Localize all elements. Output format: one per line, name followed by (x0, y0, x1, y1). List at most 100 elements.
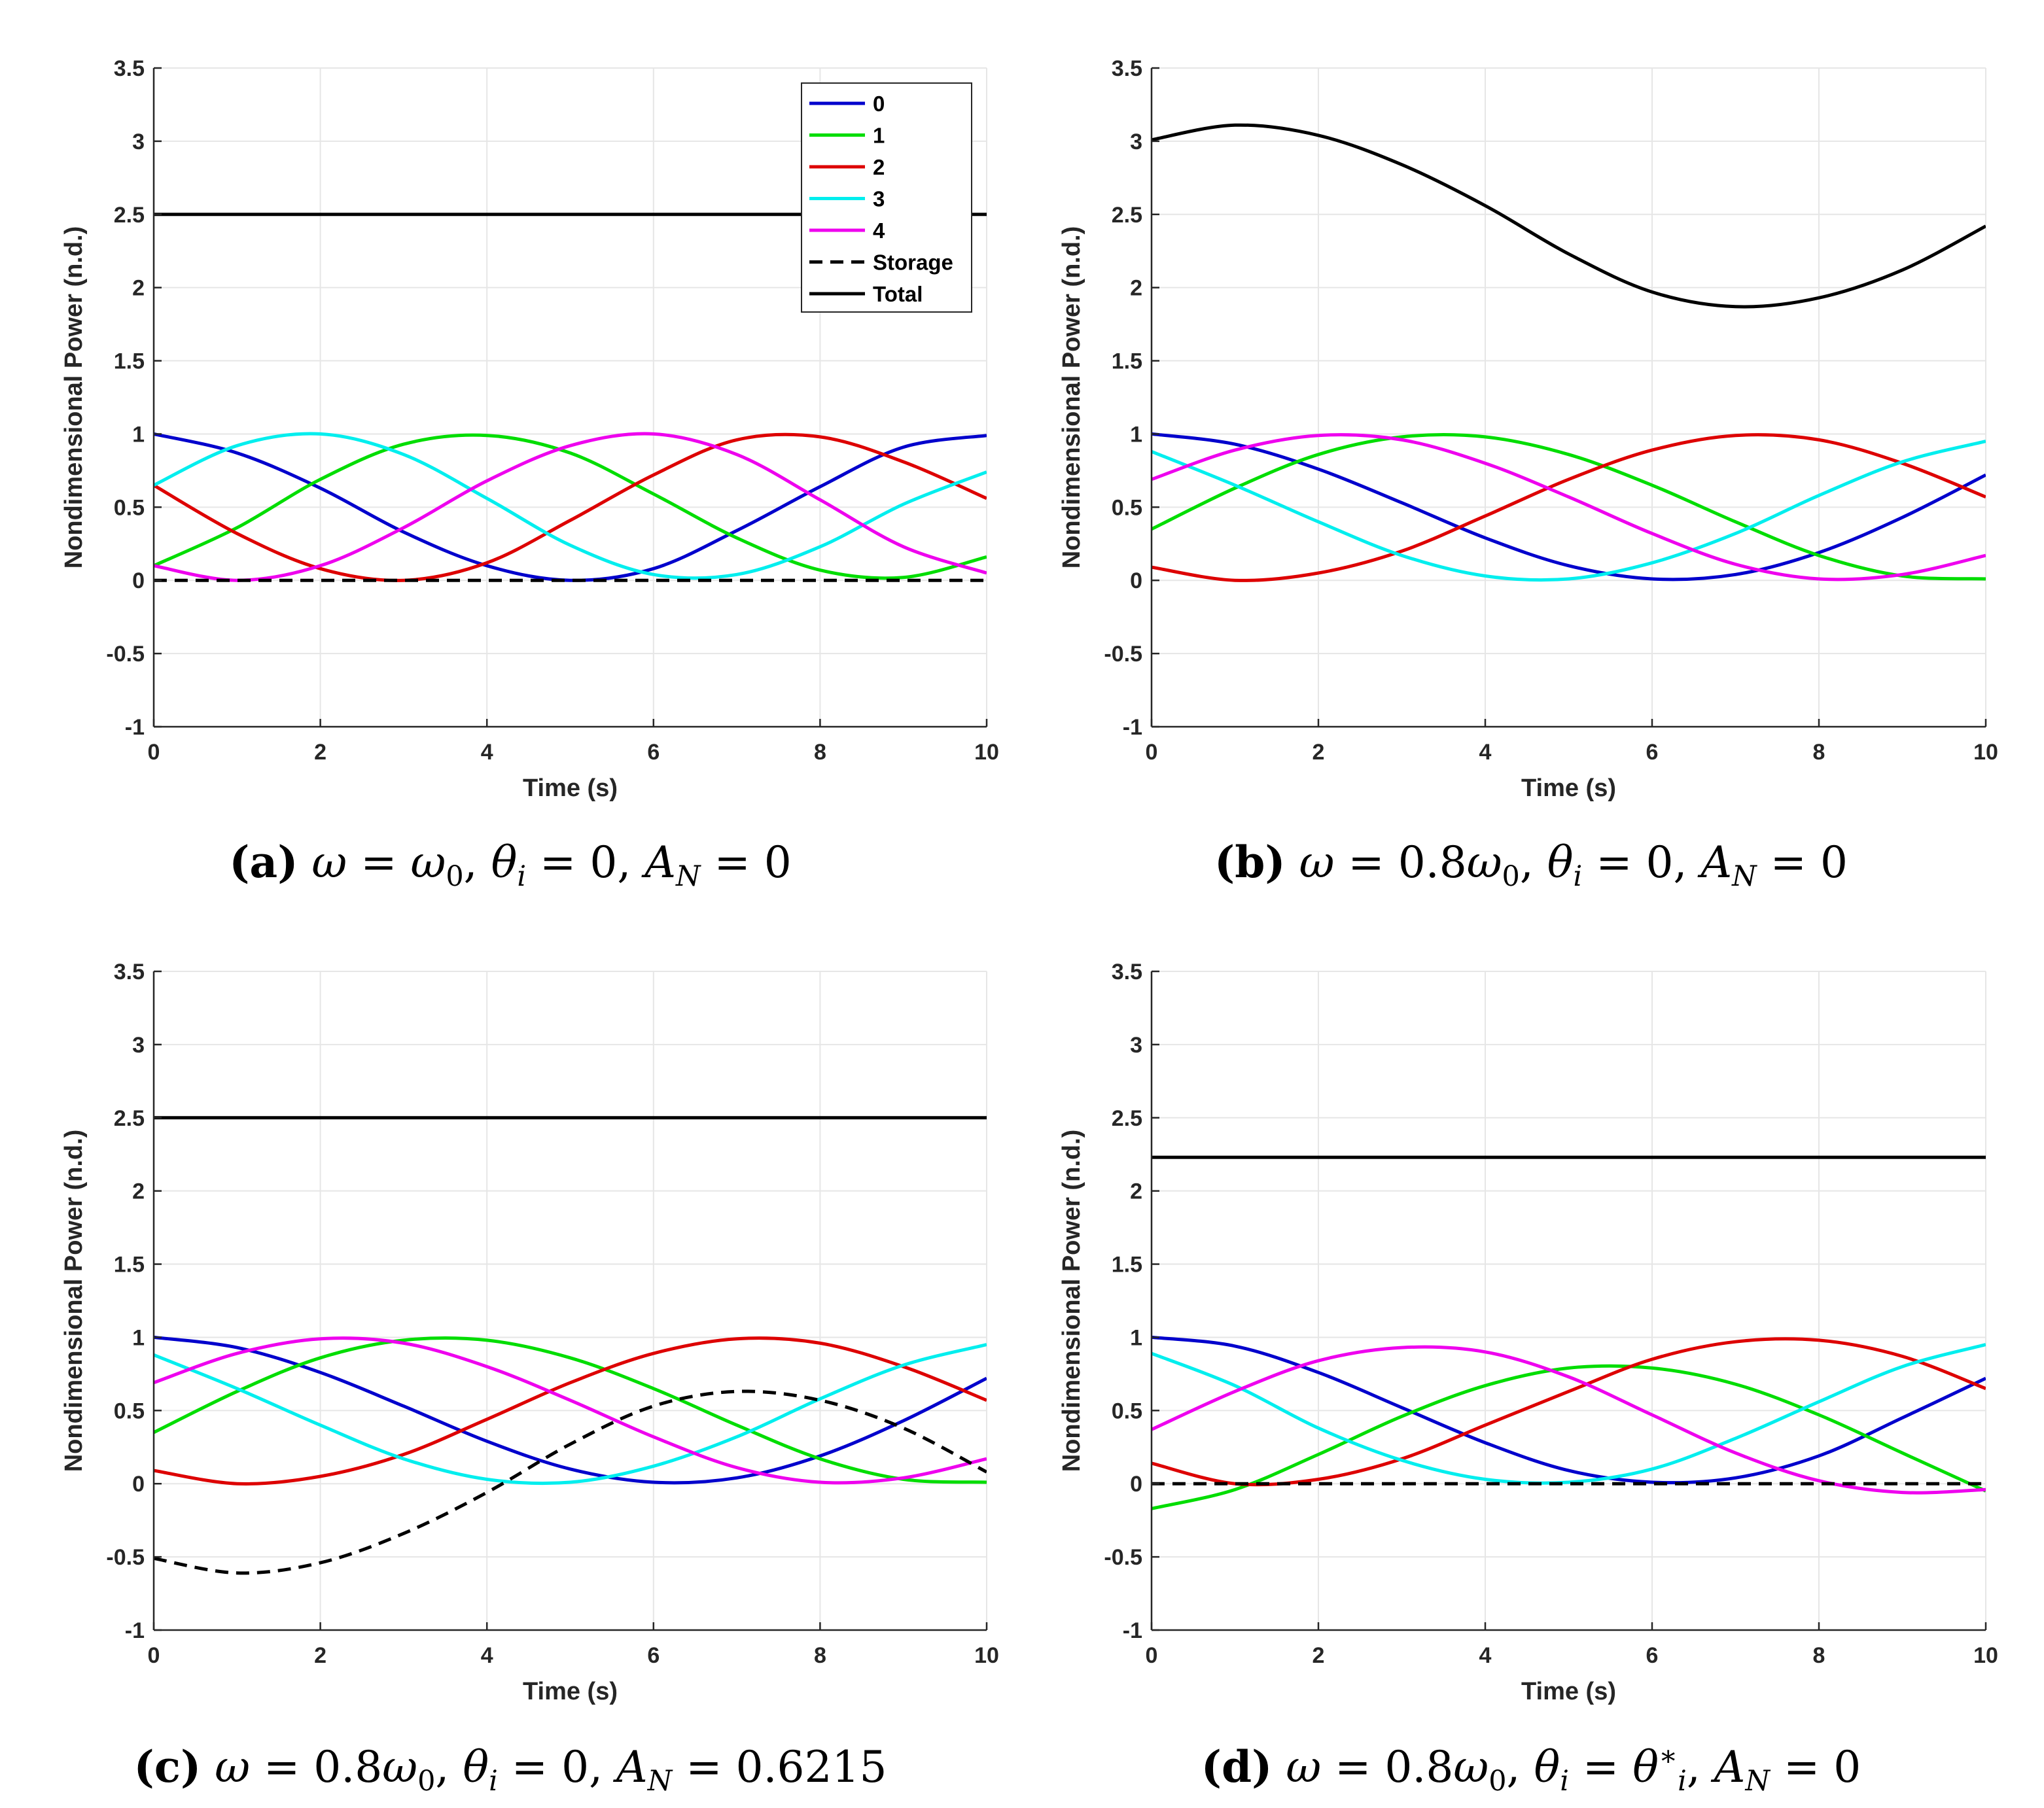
y-tick-label: -1 (125, 715, 145, 740)
theta-value: 0 (1646, 837, 1674, 888)
an-value: 0.6215 (735, 1742, 887, 1792)
y-tick-label: 3.5 (1112, 56, 1142, 81)
y-axis-label: Nondimensional Power (n.d.) (60, 226, 88, 569)
x-axis-label: Time (s) (1521, 1678, 1616, 1705)
series-line-1 (1152, 433, 1986, 581)
y-tick-label: 0 (132, 1472, 145, 1497)
series-group (1152, 123, 1986, 582)
x-tick-label: 4 (1479, 1643, 1492, 1668)
series-line-0 (1152, 432, 1986, 582)
series-line-0 (154, 432, 987, 582)
y-tick-label: 2 (1130, 1179, 1142, 1204)
y-tick-label: 0.5 (114, 495, 145, 520)
series-line-total (1152, 123, 1986, 309)
x-tick-label: 8 (814, 740, 826, 765)
legend-label-total: Total (873, 282, 923, 306)
legend-label-4: 4 (873, 218, 885, 243)
an-value: 0 (764, 837, 792, 888)
legend-label-3: 3 (873, 187, 885, 211)
y-tick-label: 3.5 (114, 56, 145, 81)
y-tick-label: 1 (1130, 1325, 1142, 1350)
x-axis-label: Time (s) (1521, 774, 1616, 802)
y-tick-label: 3.5 (1112, 960, 1142, 984)
caption-letter: (c) (133, 1741, 202, 1792)
series-line-0 (154, 1335, 987, 1485)
x-tick-label: 4 (481, 740, 493, 765)
series-line-4 (1152, 433, 1986, 582)
y-tick-label: 0 (132, 568, 145, 593)
y-tick-label: 1.5 (114, 1253, 145, 1278)
y-tick-label: 0.5 (1112, 1399, 1142, 1423)
x-tick-label: 8 (1813, 1643, 1825, 1668)
legend-label-2: 2 (873, 155, 885, 179)
omega-coeff: 0.8 (1384, 1742, 1454, 1792)
y-tick-label: 3 (1130, 1033, 1142, 1058)
y-axis-label: Nondimensional Power (n.d.) (60, 1130, 88, 1472)
x-tick-label: 8 (814, 1643, 826, 1668)
x-tick-label: 6 (1646, 1643, 1659, 1668)
caption-b: (b) ω = 0.8ω0, θi = 0, AN = 0 (1214, 837, 1848, 893)
series-line-3 (154, 432, 987, 580)
x-tick-label: 2 (314, 1643, 326, 1668)
x-tick-label: 10 (974, 740, 999, 765)
series-line-2 (1152, 1337, 1986, 1487)
legend-label-0: 0 (873, 92, 885, 116)
y-tick-label: 0.5 (114, 1399, 145, 1423)
series-line-4 (154, 1336, 987, 1485)
x-axis-label: Time (s) (523, 1678, 618, 1705)
series-line-2 (154, 1336, 987, 1486)
caption-letter: (a) (229, 837, 298, 888)
an-value: 0 (1833, 1742, 1861, 1792)
plot-area (154, 971, 987, 1630)
x-tick-label: 0 (148, 1643, 160, 1668)
panel-c: 0 2 4 6 8 10 -1 -0.5 0 0.5 1 1.5 2 2.5 3 3.5 Time (s) Non… (60, 960, 999, 1705)
series-line-1 (154, 1336, 987, 1484)
y-tick-label: 3 (132, 1033, 145, 1058)
series-line-2 (1152, 433, 1986, 582)
y-tick-label: 0 (1130, 1472, 1142, 1497)
series-line-4 (1152, 1345, 1986, 1495)
y-tick-label: 2.5 (114, 203, 145, 228)
theta-value: 0 (561, 1742, 590, 1792)
series-line-storage (154, 1389, 987, 1575)
y-tick-label: 2.5 (114, 1106, 145, 1131)
y-tick-label: 1.5 (1112, 349, 1142, 374)
panel-d: 0 2 4 6 8 10 -1 -0.5 0 0.5 1 1.5 2 2.5 3 3.5 Time (s) Non… (1058, 960, 1998, 1705)
y-tick-label: -1 (1123, 1618, 1142, 1643)
x-axis-label: Time (s) (523, 774, 618, 802)
series-line-4 (154, 432, 987, 582)
x-tick-label: 2 (1313, 1643, 1325, 1668)
series-line-1 (1152, 1364, 1986, 1510)
y-tick-label: -0.5 (1104, 1545, 1142, 1570)
series-line-3 (154, 1343, 987, 1486)
omega-coeff: 0.8 (313, 1742, 383, 1792)
series-group (154, 213, 987, 582)
y-tick-label: 2 (132, 1179, 145, 1204)
caption-letter: (b) (1214, 837, 1286, 888)
an-value: 0 (1820, 837, 1848, 888)
x-tick-label: 2 (314, 740, 326, 765)
y-tick-label: 1 (1130, 422, 1142, 447)
series-line-2 (154, 432, 987, 582)
y-tick-label: 0 (1130, 568, 1142, 593)
x-tick-label: 6 (647, 740, 660, 765)
series-line-0 (1152, 1335, 1986, 1485)
x-tick-label: 8 (1813, 740, 1825, 765)
caption-a: (a) ω = ω0, θi = 0, AN = 0 (229, 837, 792, 893)
y-tick-label: -0.5 (106, 1545, 145, 1570)
y-axis-label: Nondimensional Power (n.d.) (1058, 226, 1085, 569)
x-tick-label: 10 (1973, 740, 1998, 765)
x-tick-label: 0 (1146, 740, 1158, 765)
caption-d: (d) ω = 0.8ω0, θi = θ∗i, AN = 0 (1201, 1739, 1861, 1798)
x-tick-label: 0 (148, 740, 160, 765)
x-tick-label: 0 (1146, 1643, 1158, 1668)
series-group (154, 1116, 987, 1575)
legend-label-1: 1 (873, 124, 885, 148)
legend-label-storage: Storage (873, 251, 953, 275)
y-tick-label: -1 (1123, 715, 1142, 740)
y-tick-label: 3 (1130, 130, 1142, 154)
y-tick-label: 2.5 (1112, 203, 1142, 228)
x-tick-label: 6 (647, 1643, 660, 1668)
